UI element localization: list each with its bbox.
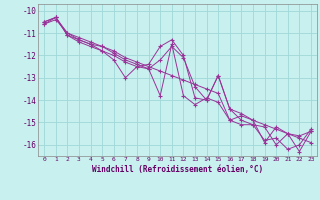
X-axis label: Windchill (Refroidissement éolien,°C): Windchill (Refroidissement éolien,°C) <box>92 165 263 174</box>
